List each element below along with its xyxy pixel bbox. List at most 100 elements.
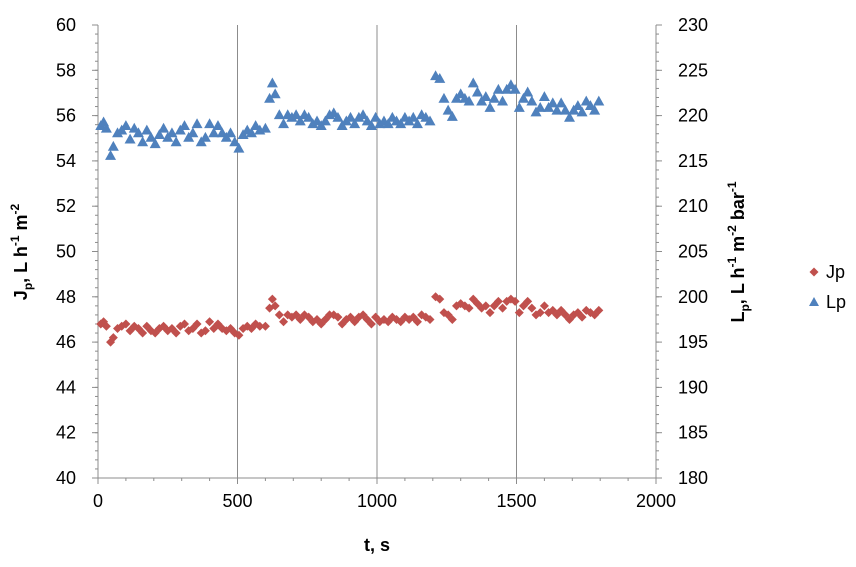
lp-point <box>547 97 559 108</box>
jp-point <box>425 314 435 324</box>
lp-point <box>170 136 182 147</box>
lp-point <box>442 104 454 115</box>
y-left-tick-label: 54 <box>56 151 76 171</box>
lp-point <box>303 111 315 122</box>
lp-point <box>480 91 492 101</box>
lp-point <box>208 127 220 138</box>
tick-labels: 0 500 1000 1500 2000 40 42 44 46 48 50 52 54 56 58 60 18… <box>56 15 708 511</box>
jp-point <box>435 294 445 304</box>
lp-point <box>259 122 271 133</box>
jp-point <box>234 330 244 340</box>
jp-point <box>179 319 189 329</box>
lp-point <box>199 131 211 142</box>
lp-point <box>166 127 178 138</box>
lp-point <box>522 86 534 97</box>
lp-point <box>145 131 157 142</box>
jp-point <box>498 303 508 313</box>
lp-point <box>559 104 571 115</box>
y-right-tick-label: 220 <box>678 106 708 126</box>
lp-point <box>233 142 245 153</box>
jp-point <box>539 301 549 311</box>
legend-marker-lp <box>809 297 819 306</box>
jp-point <box>121 319 131 329</box>
jp-point <box>481 301 491 311</box>
jp-point <box>255 321 265 331</box>
x-axis-title: t, s <box>364 535 390 555</box>
y-right-tick-label: 225 <box>678 60 708 80</box>
lp-point <box>349 118 361 129</box>
lp-point <box>319 115 331 126</box>
lp-point <box>264 92 276 103</box>
jp-point <box>366 319 376 329</box>
lp-point <box>105 149 117 160</box>
lp-point <box>225 127 237 138</box>
lp-point <box>187 127 199 138</box>
lp-point <box>572 100 584 111</box>
jp-point <box>279 317 289 327</box>
jp-point <box>200 326 210 336</box>
lp-point <box>278 118 290 129</box>
lp-point <box>365 120 377 130</box>
lp-point <box>357 109 369 120</box>
jp-point <box>464 303 474 313</box>
lp-point <box>245 127 257 138</box>
lp-point <box>564 111 576 122</box>
jp-point <box>192 319 202 329</box>
lp-point <box>266 77 278 88</box>
lp-point <box>229 136 241 147</box>
jp-point <box>514 308 524 318</box>
legend-label-lp: Lp <box>826 292 846 312</box>
lp-point <box>517 92 529 103</box>
lp-point <box>534 101 546 112</box>
y-right-tick-label: 210 <box>678 196 708 216</box>
lp-point <box>463 95 475 106</box>
lp-point <box>589 104 601 115</box>
lp-point <box>212 120 224 130</box>
lp-point <box>269 88 281 99</box>
jp-point <box>101 321 111 331</box>
jp-point <box>447 314 457 324</box>
y-right-tick-label: 230 <box>678 15 708 35</box>
lp-point <box>467 77 479 88</box>
jp-point <box>205 317 215 327</box>
y-left-tick-label: 58 <box>56 60 76 80</box>
lp-point <box>434 72 446 83</box>
jp-point <box>251 319 261 329</box>
jp-point <box>260 321 270 331</box>
x-tick-label: 1500 <box>496 491 536 511</box>
lp-point <box>446 111 458 121</box>
lp-point <box>294 115 306 126</box>
y-right-tick-label: 195 <box>678 332 708 352</box>
lp-point <box>551 104 563 115</box>
x-tick-label: 2000 <box>636 491 676 511</box>
x-tick-label: 0 <box>93 491 103 511</box>
legend-label-jp: Jp <box>826 262 845 282</box>
lp-point <box>191 118 203 129</box>
x-tick-label: 1000 <box>357 491 397 511</box>
lp-point <box>344 111 356 122</box>
jp-point <box>267 294 277 304</box>
lp-point <box>488 92 500 103</box>
lp-point <box>132 127 144 138</box>
lp-point <box>424 115 436 126</box>
jp-point <box>171 328 181 338</box>
lp-point <box>438 92 450 103</box>
y-left-tick-label: 46 <box>56 332 76 352</box>
y-left-tick-label: 56 <box>56 106 76 126</box>
legend: Jp Lp <box>809 262 846 312</box>
gridlines <box>237 25 517 478</box>
lp-point <box>273 109 285 120</box>
jp-point <box>535 308 545 318</box>
lp-point <box>153 129 165 140</box>
y-right-tick-label: 200 <box>678 287 708 307</box>
lp-point <box>497 95 509 106</box>
lp-point <box>395 118 407 129</box>
data-marks <box>95 70 605 347</box>
lp-point <box>484 101 496 112</box>
jp-point <box>270 301 280 311</box>
y-left-tick-label: 40 <box>56 468 76 488</box>
y-right-tick-label: 180 <box>678 468 708 488</box>
lp-point <box>158 122 170 133</box>
lp-point <box>107 140 119 151</box>
legend-marker-jp <box>809 267 819 277</box>
